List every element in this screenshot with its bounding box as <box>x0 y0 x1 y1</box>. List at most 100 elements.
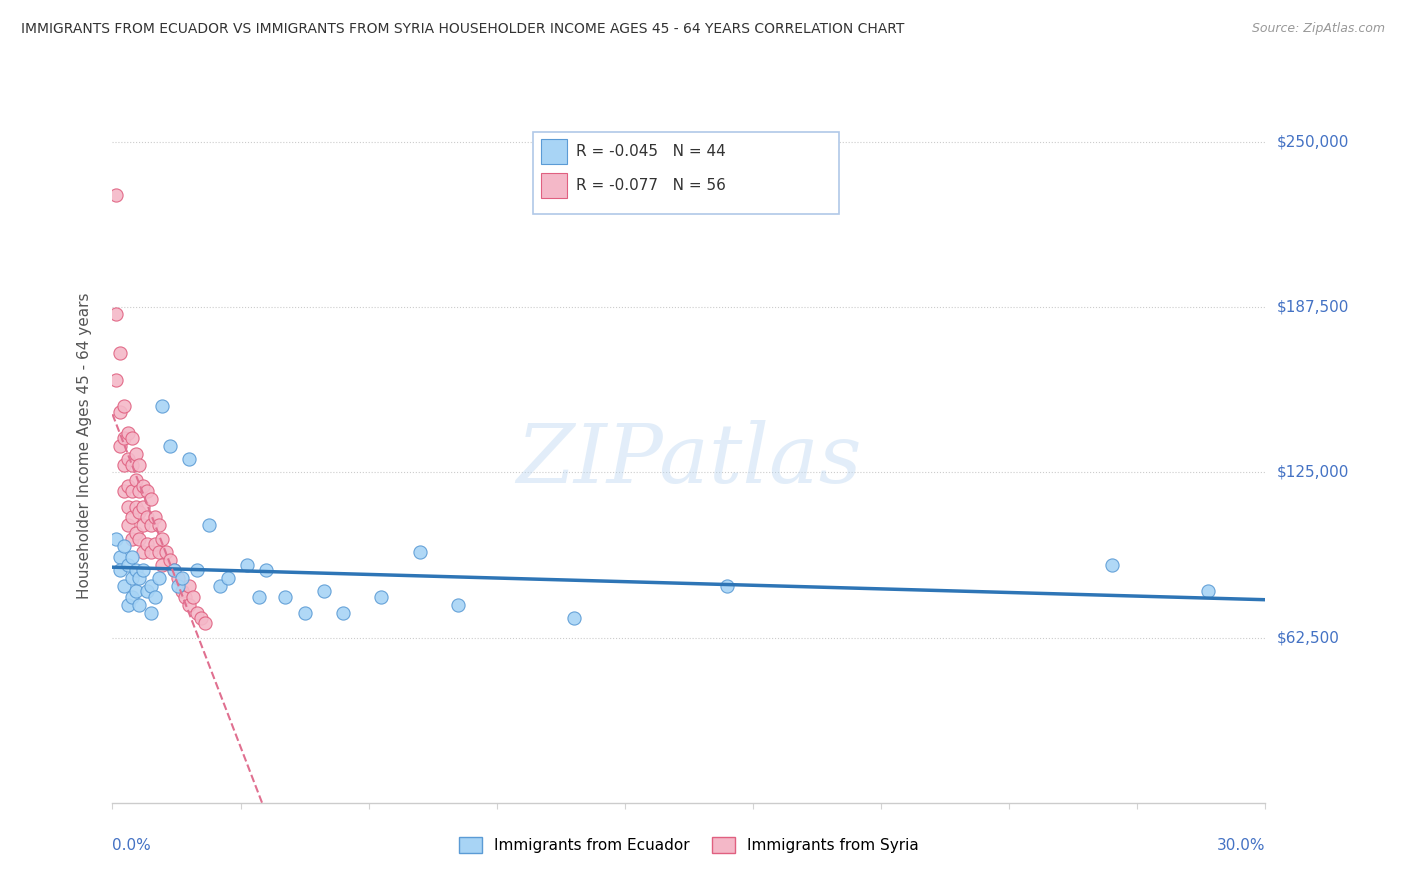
Point <box>128 571 150 585</box>
Y-axis label: Householder Income Ages 45 - 64 years: Householder Income Ages 45 - 64 years <box>77 293 91 599</box>
Point <box>128 598 150 612</box>
Point <box>186 563 208 577</box>
Point <box>274 590 297 604</box>
Point <box>117 425 139 440</box>
Point <box>152 532 174 546</box>
Point <box>121 590 143 604</box>
Point <box>124 526 146 541</box>
Point <box>121 510 143 524</box>
Point <box>121 483 143 498</box>
FancyBboxPatch shape <box>541 173 567 198</box>
Text: Source: ZipAtlas.com: Source: ZipAtlas.com <box>1251 22 1385 36</box>
FancyBboxPatch shape <box>533 132 839 214</box>
Point <box>117 558 139 572</box>
Point <box>163 563 186 577</box>
Point <box>108 549 131 564</box>
Point <box>312 584 335 599</box>
Text: 30.0%: 30.0% <box>1218 838 1265 854</box>
Text: $125,000: $125,000 <box>1277 465 1348 480</box>
Point <box>294 606 316 620</box>
Point <box>562 611 585 625</box>
Point <box>112 458 135 472</box>
Point <box>139 579 162 593</box>
Point <box>236 558 259 572</box>
Point <box>121 431 143 445</box>
Point <box>159 552 181 566</box>
Point <box>179 598 201 612</box>
Point <box>121 458 143 472</box>
Point <box>112 579 135 593</box>
Point <box>186 606 208 620</box>
Point <box>155 545 177 559</box>
Point <box>1101 558 1123 572</box>
Point <box>136 584 159 599</box>
Point <box>179 452 201 467</box>
Point <box>128 458 150 472</box>
Text: IMMIGRANTS FROM ECUADOR VS IMMIGRANTS FROM SYRIA HOUSEHOLDER INCOME AGES 45 - 64: IMMIGRANTS FROM ECUADOR VS IMMIGRANTS FR… <box>21 22 904 37</box>
Point <box>254 563 277 577</box>
Point <box>139 545 162 559</box>
Point <box>108 439 131 453</box>
Point <box>117 452 139 467</box>
Point <box>124 563 146 577</box>
Text: $250,000: $250,000 <box>1277 135 1348 150</box>
Point <box>143 537 166 551</box>
Point <box>108 404 131 418</box>
Point <box>132 563 155 577</box>
Point <box>124 500 146 514</box>
Point <box>117 478 139 492</box>
Point <box>148 545 170 559</box>
Point <box>409 545 432 559</box>
Point <box>108 346 131 360</box>
Point <box>217 571 239 585</box>
Point <box>112 483 135 498</box>
Point <box>105 188 128 202</box>
Point <box>108 563 131 577</box>
Point <box>136 510 159 524</box>
Point <box>105 307 128 321</box>
Point <box>121 532 143 546</box>
Point <box>370 590 392 604</box>
Point <box>170 571 193 585</box>
Point <box>112 400 135 414</box>
Point <box>163 563 186 577</box>
Point <box>112 540 135 554</box>
Point <box>132 545 155 559</box>
Point <box>124 447 146 461</box>
Point <box>121 549 143 564</box>
Point <box>166 571 188 585</box>
Point <box>194 616 217 631</box>
Point <box>117 518 139 533</box>
Point <box>148 571 170 585</box>
Point <box>112 431 135 445</box>
Point <box>139 491 162 506</box>
Point <box>128 505 150 519</box>
Point <box>132 500 155 514</box>
Point <box>121 571 143 585</box>
Point <box>197 518 219 533</box>
Point <box>105 532 128 546</box>
Point <box>174 590 197 604</box>
Text: 0.0%: 0.0% <box>112 838 152 854</box>
Point <box>117 598 139 612</box>
Point <box>143 590 166 604</box>
Point <box>247 590 270 604</box>
Point <box>447 598 470 612</box>
Point <box>139 606 162 620</box>
Point <box>159 439 181 453</box>
Point <box>105 373 128 387</box>
Point <box>332 606 354 620</box>
Point <box>190 611 212 625</box>
Point <box>1197 584 1219 599</box>
Point <box>128 483 150 498</box>
Text: $187,500: $187,500 <box>1277 300 1348 315</box>
Point <box>166 579 188 593</box>
Point <box>132 478 155 492</box>
Point <box>117 500 139 514</box>
Point <box>143 510 166 524</box>
Point <box>139 518 162 533</box>
Point <box>136 537 159 551</box>
Point <box>209 579 232 593</box>
Point <box>179 579 201 593</box>
Point <box>181 590 204 604</box>
